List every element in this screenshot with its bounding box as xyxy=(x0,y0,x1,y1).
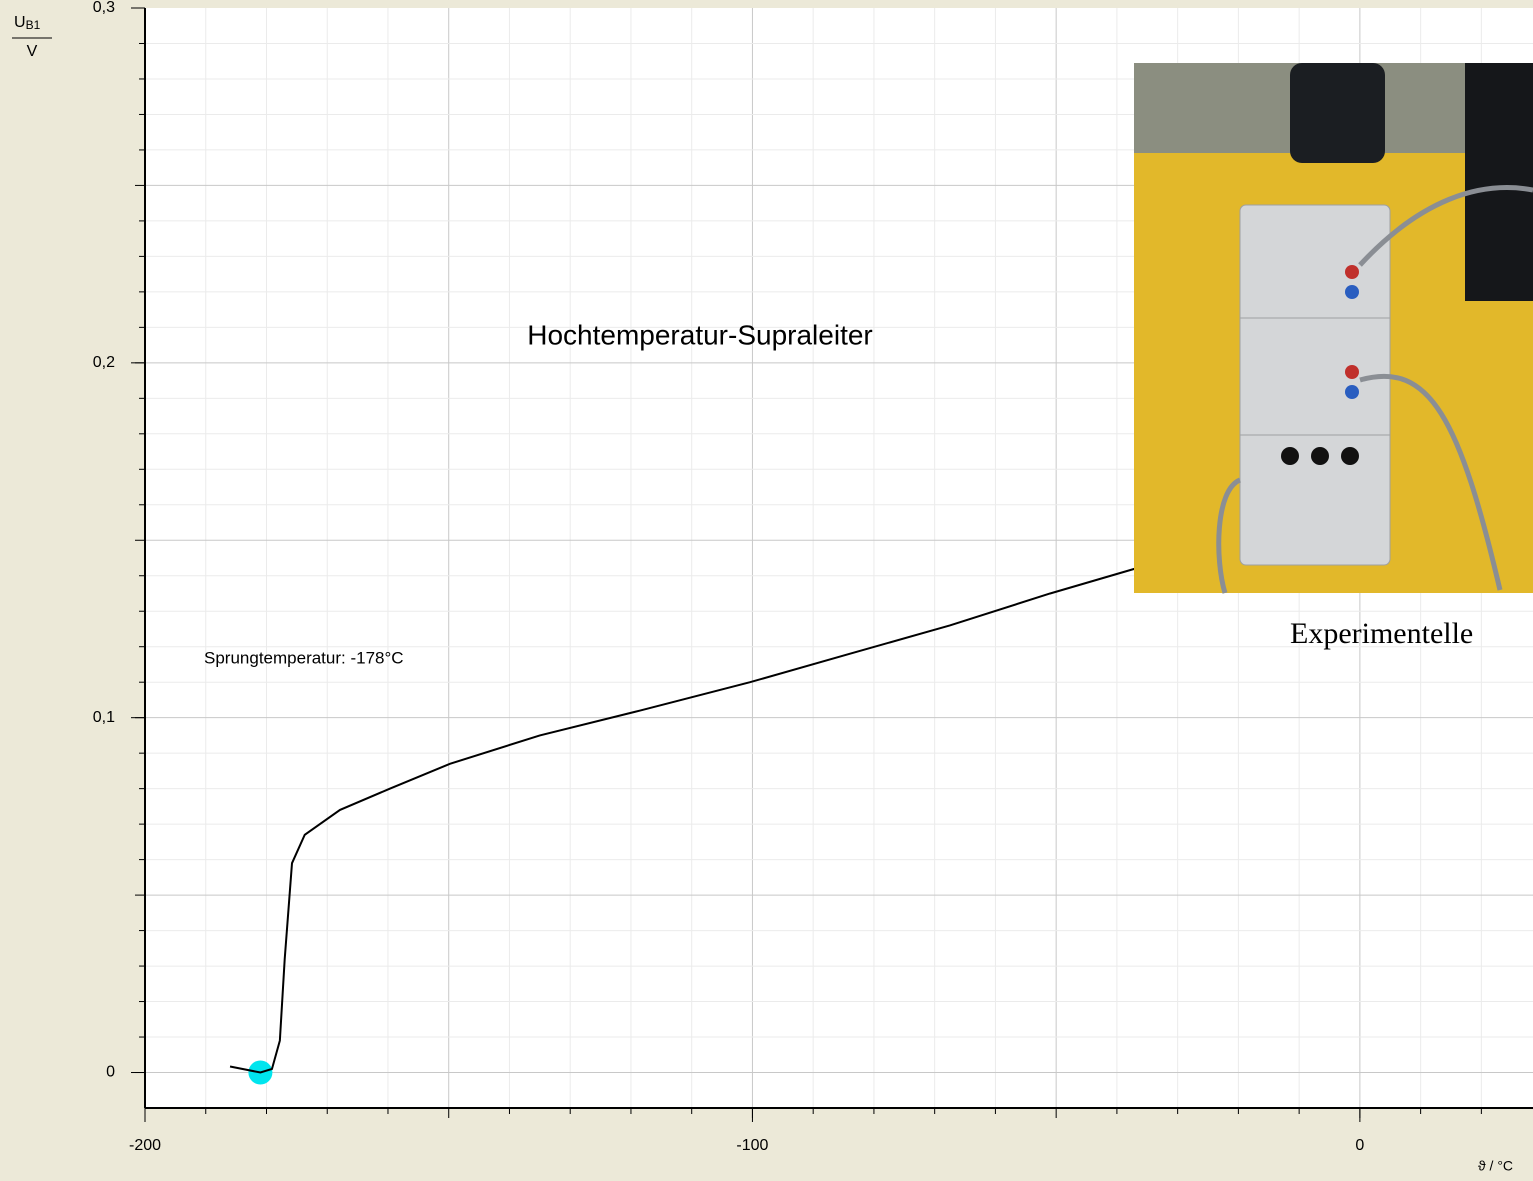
y-axis-subscript: B1 xyxy=(26,18,41,32)
photo-socket xyxy=(1345,385,1359,399)
photo-socket xyxy=(1281,447,1299,465)
y-axis-unit: V xyxy=(27,43,38,60)
photo-socket xyxy=(1341,447,1359,465)
data-line xyxy=(229,567,1136,1074)
y-tick-label: 0,2 xyxy=(93,354,115,371)
photo-cable xyxy=(1216,185,1533,594)
photo-socket xyxy=(1345,365,1359,379)
x-axis-label: ϑ / °C xyxy=(1478,1158,1513,1174)
x-tick-label: -100 xyxy=(736,1137,768,1154)
photo-caption: Experimentelle xyxy=(1290,617,1473,650)
photo-socket xyxy=(1345,265,1359,279)
chart-title: Hochtemperatur-Supraleiter xyxy=(527,319,873,350)
photo-socket xyxy=(1345,285,1359,299)
x-tick-label: 0 xyxy=(1355,1137,1364,1154)
axes: -200 -100 0 0,3 0,2 0,1 0 xyxy=(93,0,1533,1154)
y-axis-symbol: U xyxy=(14,14,26,31)
annotation: Sprungtemperatur: -178°C xyxy=(204,648,404,667)
photo-cylinder xyxy=(1290,63,1385,163)
x-tick-label: -200 xyxy=(129,1137,161,1154)
y-tick-label: 0,1 xyxy=(93,709,115,726)
photo-block xyxy=(1465,63,1533,301)
y-tick-label: 0 xyxy=(106,1064,115,1081)
photo xyxy=(1134,63,1533,594)
photo-socket xyxy=(1311,447,1329,465)
plot xyxy=(229,567,1136,1085)
y-axis-label: UB1 xyxy=(14,14,41,32)
y-tick-label: 0,3 xyxy=(93,0,115,16)
